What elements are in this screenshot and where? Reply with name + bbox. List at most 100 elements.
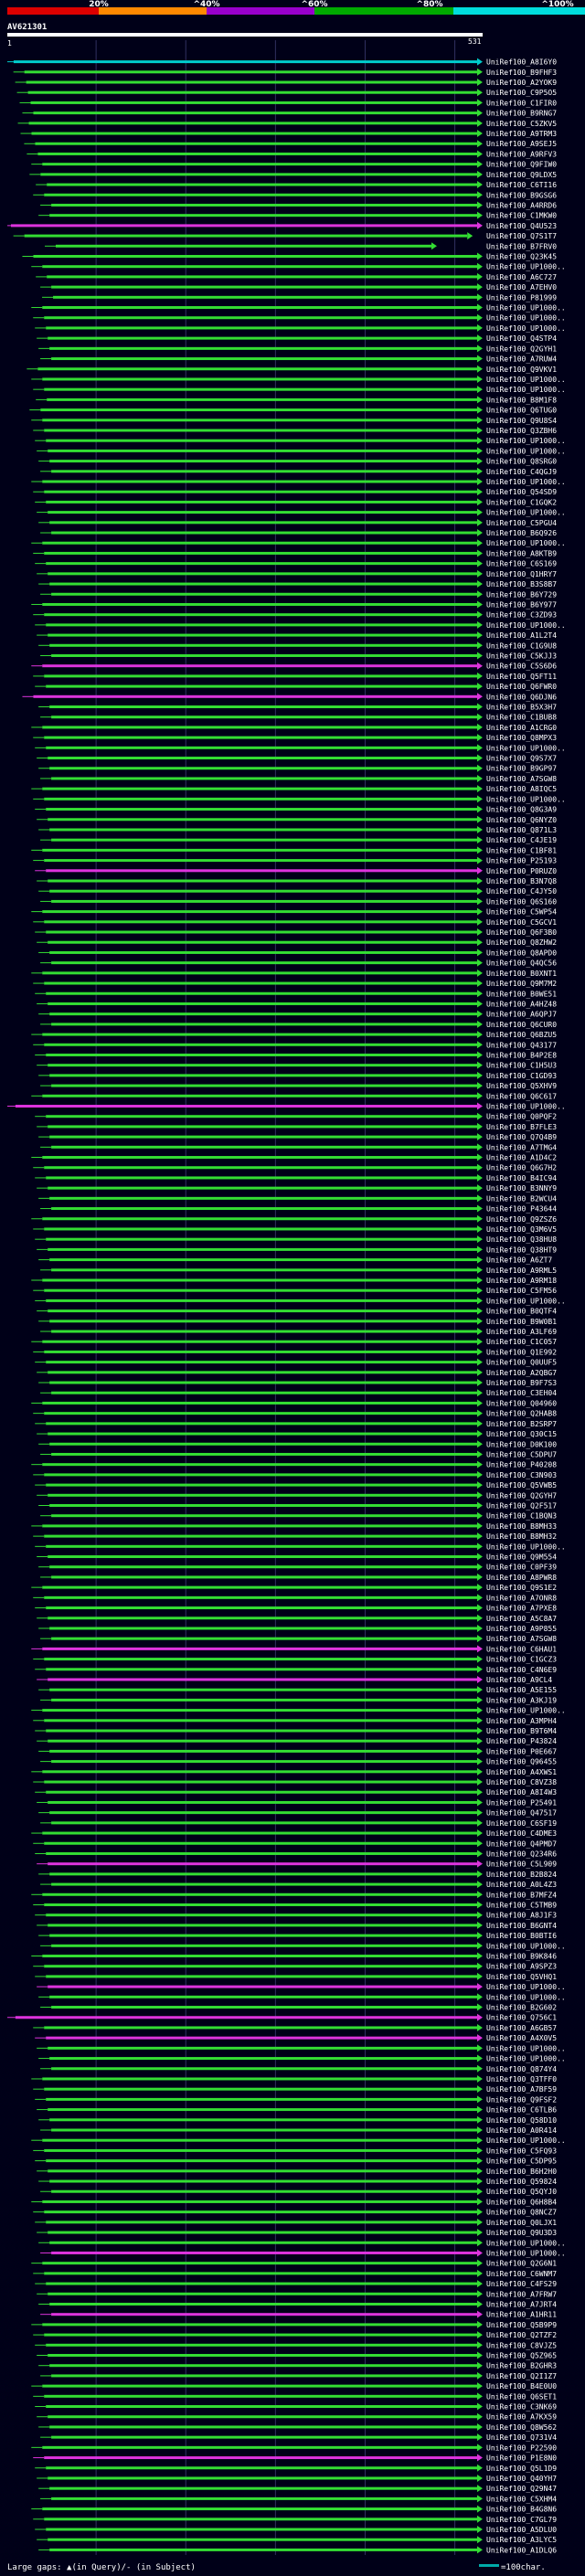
hit-label[interactable]: UniRef100_Q6BZU5 bbox=[486, 1031, 557, 1039]
hit-row[interactable]: UniRef100_UP1000.. bbox=[33, 386, 566, 394]
hit-row[interactable]: UniRef100_A9SPZ3 bbox=[33, 1962, 557, 1971]
hit-label[interactable]: UniRef100_UP1000.. bbox=[486, 795, 566, 803]
hit-label[interactable]: UniRef100_Q2TZF2 bbox=[486, 2331, 557, 2339]
hit-label[interactable]: UniRef100_Q6F3B0 bbox=[486, 928, 557, 937]
hit-row[interactable]: UniRef100_Q2TZF2 bbox=[33, 2331, 557, 2339]
hit-label[interactable]: UniRef100_A3LYC5 bbox=[486, 2536, 557, 2544]
hit-label[interactable]: UniRef100_P25193 bbox=[486, 857, 557, 865]
hit-label[interactable]: UniRef100_Q234R6 bbox=[486, 1850, 557, 1858]
hit-bar[interactable] bbox=[46, 1913, 477, 1917]
hit-bar[interactable] bbox=[49, 1872, 477, 1876]
hit-label[interactable]: UniRef100_UP1000.. bbox=[486, 539, 566, 547]
hit-bar[interactable] bbox=[51, 2251, 477, 2254]
hit-bar[interactable] bbox=[46, 1668, 477, 1671]
hit-label[interactable]: UniRef100_Q0LJX1 bbox=[486, 2219, 557, 2227]
hit-bar[interactable] bbox=[48, 1247, 478, 1251]
hit-label[interactable]: UniRef100_A7RUW4 bbox=[486, 355, 557, 364]
hit-row[interactable]: UniRef100_P0E667 bbox=[38, 1747, 557, 1755]
hit-label[interactable]: UniRef100_C1GD93 bbox=[486, 1072, 557, 1080]
hit-bar[interactable] bbox=[51, 653, 477, 657]
hit-bar[interactable] bbox=[42, 306, 477, 310]
hit-label[interactable]: UniRef100_A8I4W3 bbox=[486, 1788, 557, 1797]
hit-bar[interactable] bbox=[46, 2343, 477, 2347]
hit-row[interactable]: UniRef100_Q7S1T7 bbox=[13, 232, 558, 240]
hit-row[interactable]: UniRef100_Q47517 bbox=[38, 1808, 557, 1818]
hit-row[interactable]: UniRef100_UP1000.. bbox=[31, 303, 566, 313]
hit-row[interactable]: UniRef100_Q8ZHW2 bbox=[37, 938, 557, 947]
hit-row[interactable]: UniRef100_UP1000.. bbox=[31, 539, 566, 547]
hit-bar[interactable] bbox=[51, 592, 477, 596]
hit-row[interactable]: UniRef100_C6TLB6 bbox=[37, 2105, 557, 2115]
hit-label[interactable]: UniRef100_A4X0V5 bbox=[486, 2034, 557, 2042]
hit-label[interactable]: UniRef100_C1GQK2 bbox=[486, 498, 557, 506]
hit-label[interactable]: UniRef100_UP1000.. bbox=[486, 2249, 566, 2257]
hit-row[interactable]: UniRef100_B9GP97 bbox=[38, 764, 557, 773]
hit-row[interactable]: UniRef100_B9W0B1 bbox=[38, 1317, 557, 1326]
hit-bar[interactable] bbox=[42, 664, 477, 668]
hit-label[interactable]: UniRef100_C7GL79 bbox=[486, 2516, 557, 2524]
hit-row[interactable]: UniRef100_B7FRV0 bbox=[44, 242, 557, 250]
hit-row[interactable]: UniRef100_B0BTI6 bbox=[38, 1932, 557, 1940]
hit-label[interactable]: UniRef100_Q23K45 bbox=[486, 252, 557, 260]
hit-label[interactable]: UniRef100_Q1E992 bbox=[486, 1348, 557, 1356]
hit-row[interactable]: UniRef100_UP1000.. bbox=[33, 313, 566, 323]
hit-row[interactable]: UniRef100_Q43177 bbox=[33, 1041, 557, 1049]
hit-row[interactable]: UniRef100_Q29N47 bbox=[38, 2485, 557, 2493]
hit-label[interactable]: UniRef100_B9W0B1 bbox=[486, 1318, 557, 1326]
hit-bar[interactable] bbox=[46, 1176, 477, 1180]
hit-row[interactable]: UniRef100_B0WE51 bbox=[35, 990, 557, 998]
hit-bar[interactable] bbox=[49, 1320, 477, 1323]
hit-row[interactable]: UniRef100_UP1000.. bbox=[37, 447, 566, 455]
hit-bar[interactable] bbox=[49, 705, 477, 709]
hit-bar[interactable] bbox=[44, 1841, 478, 1845]
hit-bar[interactable] bbox=[42, 1770, 477, 1774]
hit-row[interactable]: UniRef100_Q9FSF2 bbox=[35, 2095, 557, 2104]
hit-label[interactable]: UniRef100_Q0PQF2 bbox=[486, 1113, 557, 1121]
hit-bar[interactable] bbox=[46, 1851, 477, 1855]
hit-label[interactable]: UniRef100_C4N6E9 bbox=[486, 1666, 557, 1674]
hit-row[interactable]: UniRef100_A7EHV0 bbox=[40, 283, 557, 292]
hit-bar[interactable] bbox=[46, 1053, 477, 1056]
hit-row[interactable]: UniRef100_B8MH32 bbox=[33, 1532, 557, 1541]
hit-row[interactable]: UniRef100_UP1000.. bbox=[40, 2249, 566, 2257]
hit-label[interactable]: UniRef100_Q8G3A9 bbox=[486, 806, 557, 814]
hit-row[interactable]: UniRef100_Q9M7M2 bbox=[33, 980, 557, 988]
hit-row[interactable]: UniRef100_C1BUB8 bbox=[40, 713, 557, 722]
hit-label[interactable]: UniRef100_Q2G6N1 bbox=[486, 2260, 557, 2268]
hit-label[interactable]: UniRef100_Q5L1D9 bbox=[486, 2465, 557, 2473]
hit-row[interactable]: UniRef100_B6Q926 bbox=[40, 529, 557, 537]
hit-bar[interactable] bbox=[51, 2128, 477, 2132]
hit-row[interactable]: UniRef100_Q54SD9 bbox=[33, 488, 557, 496]
hit-label[interactable]: UniRef100_C4QGJ9 bbox=[486, 468, 557, 476]
hit-label[interactable]: UniRef100_A9SPZ3 bbox=[486, 1963, 557, 1971]
hit-label[interactable]: UniRef100_C5TMB9 bbox=[486, 1901, 557, 1909]
hit-row[interactable]: UniRef100_Q9S7X7 bbox=[37, 754, 557, 763]
hit-bar[interactable] bbox=[51, 1637, 477, 1640]
hit-bar[interactable] bbox=[49, 1442, 477, 1446]
hit-label[interactable]: UniRef100_Q38HT9 bbox=[486, 1246, 557, 1254]
hit-row[interactable]: UniRef100_C1BQN3 bbox=[40, 1511, 557, 1521]
hit-label[interactable]: UniRef100_P1E8N0 bbox=[486, 2454, 557, 2463]
hit-label[interactable]: UniRef100_Q5VHQ1 bbox=[486, 1973, 557, 1981]
hit-label[interactable]: UniRef100_A6GB57 bbox=[486, 2024, 557, 2032]
hit-bar[interactable] bbox=[44, 1658, 478, 1661]
hit-row[interactable]: UniRef100_C5ZKV5 bbox=[17, 119, 558, 128]
hit-bar[interactable] bbox=[44, 551, 478, 555]
hit-row[interactable]: UniRef100_P25193 bbox=[33, 856, 557, 865]
hit-label[interactable]: UniRef100_B2G602 bbox=[486, 2004, 557, 2012]
hit-row[interactable]: UniRef100_Q58D10 bbox=[38, 2115, 557, 2125]
hit-row[interactable]: UniRef100_UP1000.. bbox=[38, 2054, 566, 2063]
hit-bar[interactable] bbox=[44, 1473, 478, 1477]
hit-row[interactable]: UniRef100_C8VJZ5 bbox=[35, 2341, 557, 2349]
hit-label[interactable]: UniRef100_P43824 bbox=[486, 1737, 557, 1745]
hit-row[interactable]: UniRef100_Q1E992 bbox=[33, 1348, 557, 1356]
hit-bar[interactable] bbox=[44, 2026, 478, 2030]
hit-row[interactable]: UniRef100_A7PXE8 bbox=[35, 1604, 557, 1613]
hit-bar[interactable] bbox=[33, 111, 478, 115]
hit-label[interactable]: UniRef100_Q8W562 bbox=[486, 2423, 557, 2432]
hit-row[interactable]: UniRef100_UP1000.. bbox=[35, 620, 566, 630]
hit-bar[interactable] bbox=[51, 1760, 477, 1764]
hit-label[interactable]: UniRef100_C6TLB6 bbox=[486, 2106, 557, 2115]
hit-row[interactable]: UniRef100_A2QBG7 bbox=[37, 1368, 557, 1377]
hit-row[interactable]: UniRef100_C1G9U8 bbox=[38, 641, 557, 650]
